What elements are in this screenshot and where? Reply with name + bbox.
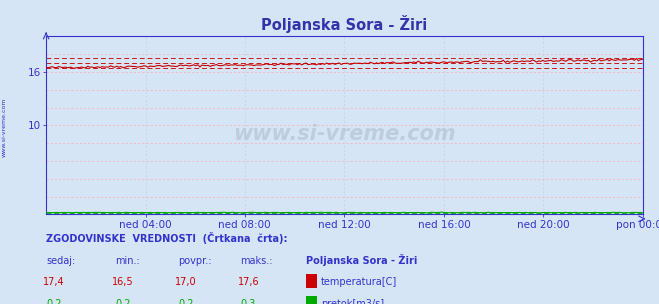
Text: povpr.:: povpr.: — [178, 256, 212, 266]
Text: Poljanska Sora - Žiri: Poljanska Sora - Žiri — [306, 254, 418, 266]
Text: 17,0: 17,0 — [175, 278, 196, 288]
Text: temperatura[C]: temperatura[C] — [321, 278, 397, 288]
Text: pretok[m3/s]: pretok[m3/s] — [321, 299, 384, 304]
Title: Poljanska Sora - Žiri: Poljanska Sora - Žiri — [261, 15, 428, 33]
Text: 0,2: 0,2 — [178, 299, 194, 304]
Text: min.:: min.: — [115, 256, 140, 266]
Text: sedaj:: sedaj: — [46, 256, 75, 266]
Text: 0,2: 0,2 — [115, 299, 131, 304]
Text: 0,2: 0,2 — [46, 299, 62, 304]
Text: www.si-vreme.com: www.si-vreme.com — [233, 124, 455, 144]
Text: 0,3: 0,3 — [241, 299, 256, 304]
Text: 16,5: 16,5 — [113, 278, 134, 288]
Text: www.si-vreme.com: www.si-vreme.com — [2, 98, 7, 157]
Text: 17,6: 17,6 — [238, 278, 259, 288]
Text: 17,4: 17,4 — [43, 278, 65, 288]
Text: ZGODOVINSKE  VREDNOSTI  (Črtkana  črta):: ZGODOVINSKE VREDNOSTI (Črtkana črta): — [46, 232, 287, 244]
Text: maks.:: maks.: — [241, 256, 273, 266]
